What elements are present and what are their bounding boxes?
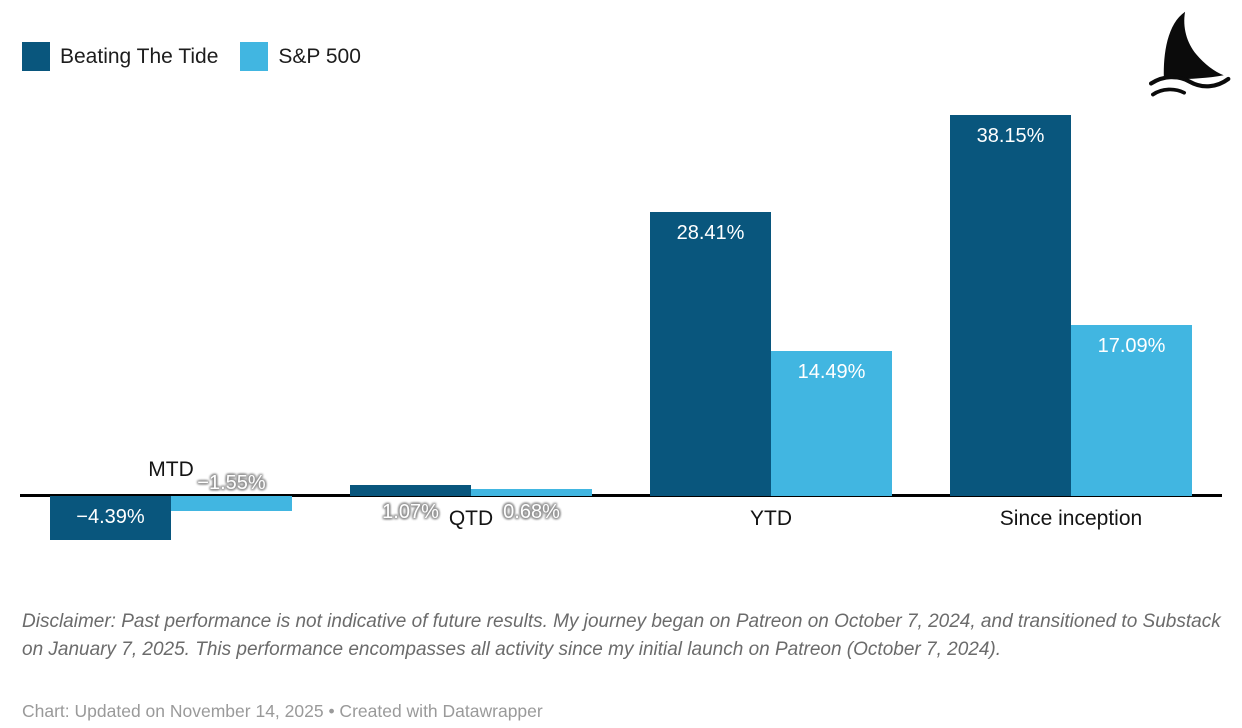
category-label-qtd: QTD: [448, 507, 494, 530]
shark-fin-logo: [1148, 11, 1231, 97]
legend-swatch-beating-the-tide: [22, 42, 50, 71]
category-label-ytd: YTD: [750, 507, 792, 530]
chart-legend: Beating The Tide S&P 500: [22, 42, 361, 71]
bar-value-label-s-p-500-since-inception: 17.09%: [1097, 335, 1166, 358]
legend-swatch-sp500: [240, 42, 269, 71]
bar-value-label-s-p-500-qtd: 0.68%: [503, 501, 560, 523]
bar-beating-the-tide-ytd[interactable]: [650, 212, 771, 496]
bar-value-label-beating-the-tide-since-inception: 38.15%: [976, 124, 1045, 147]
bar-value-label-s-p-500-mtd: −1.55%: [197, 472, 266, 494]
bar-s-p-500-ytd[interactable]: [771, 351, 892, 496]
bar-beating-the-tide-mtd[interactable]: [50, 496, 171, 540]
bar-value-label-beating-the-tide-ytd: 28.41%: [676, 222, 745, 245]
legend-item-sp500: S&P 500: [240, 42, 361, 71]
bar-value-label-beating-the-tide-mtd: −4.39%: [76, 505, 145, 528]
category-label-mtd: MTD: [148, 458, 194, 481]
bar-s-p-500-since-inception[interactable]: [1071, 325, 1192, 496]
bar-beating-the-tide-qtd[interactable]: [350, 485, 471, 496]
bar-value-label-s-p-500-ytd: 14.49%: [797, 361, 866, 384]
bar-value-label-beating-the-tide-qtd: 1.07%: [382, 501, 439, 523]
disclaimer-text: Disclaimer: Past performance is not indi…: [22, 611, 1221, 660]
chart-byline: Chart: Updated on November 14, 2025 • Cr…: [22, 700, 543, 721]
bar-s-p-500-mtd[interactable]: [171, 496, 292, 512]
bar-s-p-500-qtd[interactable]: [471, 489, 592, 496]
x-axis-line: [20, 494, 1222, 497]
bar-beating-the-tide-since-inception[interactable]: [950, 114, 1071, 496]
legend-label-beating-the-tide: Beating The Tide: [60, 44, 219, 68]
legend-label-sp500: S&P 500: [278, 44, 361, 68]
chart-plot-area: MTD −4.39% −1.55% QTD 1.07% 0.68% YTD 28.41% 14.…: [20, 114, 1222, 540]
legend-item-beating-the-tide: Beating The Tide: [22, 42, 218, 71]
category-label-since-inception: Since inception: [999, 507, 1143, 530]
